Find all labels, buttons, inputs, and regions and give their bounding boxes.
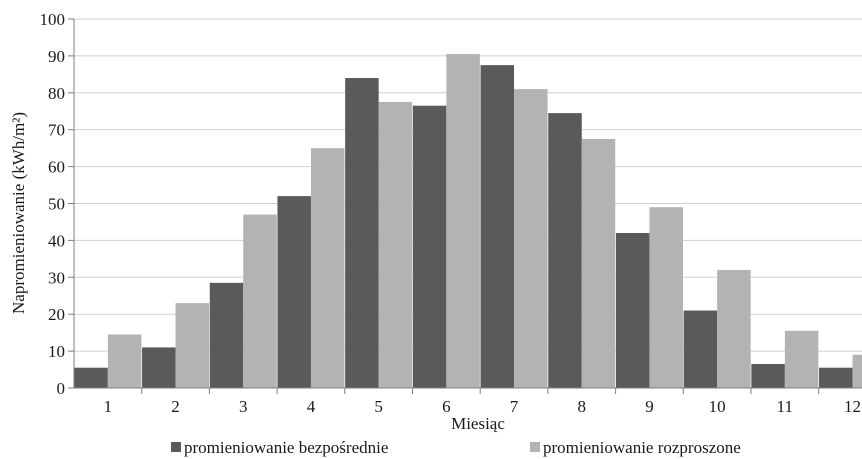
- y-tick-label: 10: [48, 342, 65, 361]
- x-tick-label: 5: [374, 397, 383, 416]
- x-tick-label: 2: [171, 397, 180, 416]
- y-tick-label: 70: [48, 121, 65, 140]
- bar-diffuse-11: [784, 330, 819, 388]
- bar-diffuse-9: [649, 207, 683, 388]
- bar-diffuse-6: [446, 54, 480, 389]
- bar-diffuse-4: [310, 148, 345, 388]
- y-tick-label: 20: [48, 305, 65, 324]
- bar-direct-8: [548, 113, 582, 388]
- y-tick-label: 80: [48, 84, 65, 103]
- bars: [74, 54, 862, 389]
- y-tick-label: 90: [48, 47, 65, 66]
- bar-direct-3: [209, 282, 244, 388]
- legend-swatch: [530, 442, 540, 452]
- x-tick-label: 6: [442, 397, 451, 416]
- x-tick-label: 1: [104, 397, 113, 416]
- bar-direct-11: [751, 364, 785, 388]
- x-tick-label: 9: [645, 397, 654, 416]
- bar-direct-6: [412, 105, 447, 388]
- legend-label: promieniowanie rozproszone: [543, 438, 741, 457]
- bar-diffuse-2: [175, 303, 210, 388]
- x-tick-label: 12: [844, 397, 861, 416]
- y-tick-label: 100: [40, 10, 66, 29]
- legend-swatch: [171, 442, 181, 452]
- bar-diffuse-12: [852, 354, 862, 388]
- x-tick-labels: 1 2 3 4 5 6 7 8 9 10 11 12: [104, 388, 861, 416]
- x-tick-label: 8: [578, 397, 587, 416]
- x-tick-label: 10: [709, 397, 726, 416]
- y-tick-label: 60: [48, 158, 65, 177]
- y-tick-label: 40: [48, 231, 65, 250]
- bar-direct-9: [615, 233, 650, 388]
- bar-diffuse-7: [514, 89, 548, 389]
- bar-direct-12: [819, 367, 853, 388]
- bar-diffuse-3: [243, 214, 277, 388]
- bar-direct-5: [345, 78, 379, 388]
- bar-diffuse-5: [378, 102, 413, 389]
- y-axis-label: Napromieniowanie (kWh/m²): [9, 112, 28, 314]
- bar-direct-7: [480, 65, 515, 388]
- x-tick-label: 11: [777, 397, 793, 416]
- bar-direct-1: [74, 367, 108, 388]
- bar-direct-2: [142, 347, 176, 388]
- x-tick-label: 4: [307, 397, 316, 416]
- bar-diffuse-8: [581, 138, 616, 388]
- legend-label: promieniowanie bezpośrednie: [184, 438, 388, 457]
- y-tick-labels: 0 10 20 30 40 50 60 70 80 90 100: [40, 10, 74, 398]
- legend: promieniowanie bezpośrednie promieniowani…: [171, 438, 741, 457]
- y-tick-label: 0: [57, 379, 66, 398]
- y-tick-label: 50: [48, 195, 65, 214]
- x-axis-label: Miesiąc: [451, 414, 505, 433]
- y-tick-label: 30: [48, 268, 65, 287]
- bar-direct-10: [683, 310, 718, 388]
- bar-direct-4: [277, 196, 311, 388]
- x-tick-label: 7: [510, 397, 519, 416]
- x-tick-label: 3: [239, 397, 248, 416]
- bar-diffuse-10: [717, 269, 751, 388]
- bar-diffuse-1: [107, 334, 142, 388]
